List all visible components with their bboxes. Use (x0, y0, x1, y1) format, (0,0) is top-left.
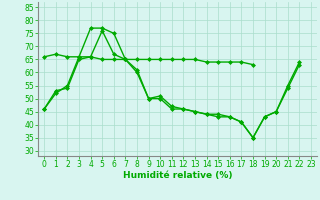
X-axis label: Humidité relative (%): Humidité relative (%) (123, 171, 232, 180)
